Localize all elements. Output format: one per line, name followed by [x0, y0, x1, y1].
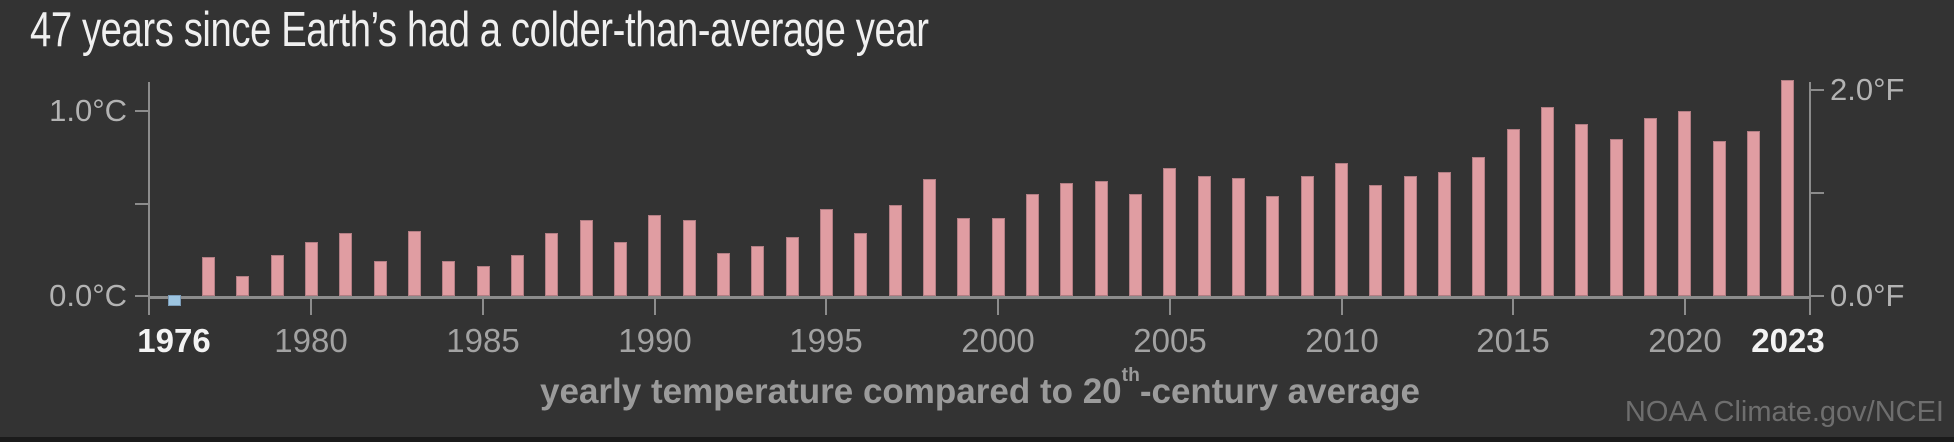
bar-2012	[1404, 176, 1417, 296]
x-tick-1990	[654, 299, 656, 315]
bar-2016	[1541, 107, 1554, 296]
bar-2011	[1369, 185, 1382, 296]
x-label-2020: 2020	[1648, 322, 1722, 359]
bar-1987	[545, 233, 558, 296]
x-label-2005: 2005	[1133, 322, 1207, 359]
x-label-2000: 2000	[961, 322, 1035, 359]
right-axis-tick	[1811, 192, 1824, 195]
bar-2005	[1163, 168, 1176, 296]
bar-2009	[1301, 176, 1314, 296]
bar-1982	[374, 261, 387, 296]
x-label-1976: 1976	[137, 322, 211, 359]
bar-1995	[820, 209, 833, 296]
bar-2023	[1781, 80, 1794, 296]
bar-1976	[168, 295, 181, 306]
x-tick-2015	[1512, 299, 1514, 315]
left-axis-tick	[135, 295, 148, 297]
x-label-2015: 2015	[1476, 322, 1550, 359]
x-label-1990: 1990	[618, 322, 692, 359]
bar-2022	[1747, 131, 1760, 296]
bar-1977	[202, 257, 215, 296]
bar-2006	[1198, 176, 1211, 296]
x-tick-1985	[482, 299, 484, 315]
bar-2000	[992, 218, 1005, 296]
bar-2004	[1129, 194, 1142, 296]
right-axis-tick-label: 2.0°F	[1830, 72, 1905, 108]
bar-2001	[1026, 194, 1039, 296]
bar-1990	[648, 215, 661, 296]
bar-2020	[1678, 111, 1691, 296]
bar-1986	[511, 255, 524, 296]
bar-1996	[854, 233, 867, 296]
right-axis-tick-label: 0.0°F	[1830, 278, 1905, 313]
bar-2019	[1644, 118, 1657, 296]
bar-2018	[1610, 139, 1623, 296]
x-tick-2020	[1684, 299, 1686, 315]
bar-1991	[683, 220, 696, 296]
bar-2007	[1232, 178, 1245, 296]
bar-2015	[1507, 129, 1520, 296]
source-credit: NOAA Climate.gov/NCEI	[1624, 396, 1944, 428]
x-tick-2005	[1169, 299, 1171, 315]
right-axis-line	[1809, 82, 1811, 315]
bar-1993	[751, 246, 764, 296]
left-axis-line	[148, 82, 150, 315]
x-tick-1995	[825, 299, 827, 315]
bar-2008	[1266, 196, 1279, 296]
bar-2014	[1472, 157, 1485, 296]
chart-title: 47 years since Earth’s had a colder-than…	[30, 3, 929, 57]
bar-2017	[1575, 124, 1588, 296]
x-tick-1980	[310, 299, 312, 315]
bar-1989	[614, 242, 627, 296]
x-label-2010: 2010	[1305, 322, 1379, 359]
bar-1978	[236, 276, 249, 296]
right-axis-tick	[1811, 89, 1824, 92]
bar-1997	[889, 205, 902, 296]
bar-1988	[580, 220, 593, 296]
x-axis-label-text: yearly temperature compared to 20	[540, 372, 1122, 411]
bar-1992	[717, 253, 730, 296]
bar-1979	[271, 255, 284, 296]
x-tick-2000	[997, 299, 999, 315]
x-label-2023: 2023	[1751, 322, 1825, 359]
bar-2013	[1438, 172, 1451, 296]
left-axis-tick	[135, 110, 148, 112]
x-label-1980: 1980	[274, 322, 348, 359]
left-axis-tick-label: 0.0°C	[49, 278, 127, 313]
bar-2002	[1060, 183, 1073, 296]
x-tick-2010	[1341, 299, 1343, 315]
bottom-divider	[0, 437, 1954, 442]
bar-1984	[442, 261, 455, 296]
x-label-1985: 1985	[446, 322, 520, 359]
right-axis-tick	[1811, 295, 1824, 297]
bar-1981	[339, 233, 352, 296]
bar-2003	[1095, 181, 1108, 296]
left-axis-tick	[135, 202, 148, 205]
bar-1994	[786, 237, 799, 296]
zero-baseline	[148, 296, 1811, 299]
bar-2021	[1713, 141, 1726, 296]
bar-1980	[305, 242, 318, 296]
x-axis-label-superscript: th	[1121, 364, 1140, 386]
bar-1999	[957, 218, 970, 296]
x-axis-label: yearly temperature compared to 20th-cent…	[150, 365, 1810, 412]
bar-2010	[1335, 163, 1348, 296]
left-axis-tick-label: 1.0°C	[49, 93, 127, 128]
bar-1985	[477, 266, 490, 296]
bar-1983	[408, 231, 421, 296]
x-axis-label-text-end: -century average	[1139, 372, 1420, 411]
x-label-1995: 1995	[789, 322, 863, 359]
bar-1998	[923, 179, 936, 296]
